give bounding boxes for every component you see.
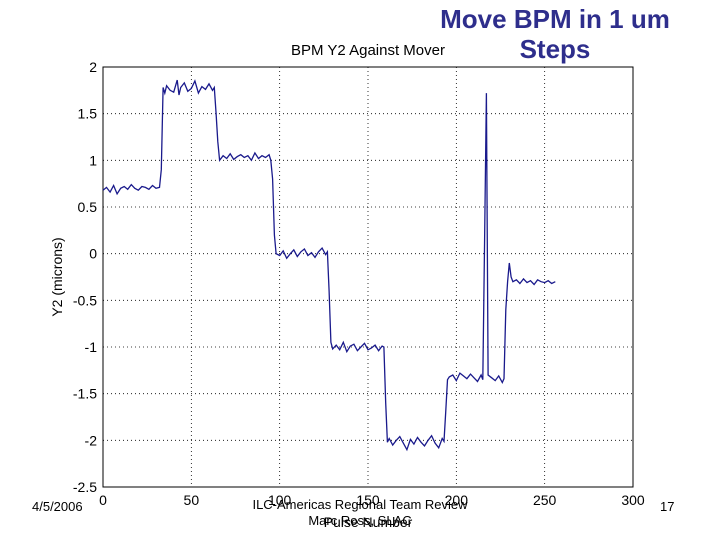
x-tick-label: 50 [184, 492, 200, 508]
slide-title: Move BPM in 1 um Steps [440, 4, 670, 64]
ticks: 0 50 100 150 200 250 300 2 1.5 1 0.5 0 -0.5 -1 -1.5 -2 -… [73, 59, 645, 508]
y-tick-label: 0 [89, 246, 97, 262]
y-tick-label: 2 [89, 59, 97, 75]
y-tick-label: 1 [89, 152, 97, 168]
y-tick-label: -1 [85, 339, 98, 355]
x-tick-label: 0 [99, 492, 107, 508]
footer-page-number: 17 [660, 499, 675, 514]
x-tick-label: 250 [533, 492, 557, 508]
y-tick-label: -2.5 [73, 479, 97, 495]
series-line [102, 79, 556, 452]
y-tick-label: 1.5 [78, 106, 98, 122]
x-tick-label: 150 [356, 492, 380, 508]
x-tick-label: 200 [445, 492, 469, 508]
plot-area [102, 66, 634, 488]
y-axis-title: Y2 (microns) [49, 237, 65, 316]
y-tick-label: -2 [85, 432, 98, 448]
grid [103, 67, 633, 487]
y-tick-label: 0.5 [78, 199, 98, 215]
x-tick-label: 100 [268, 492, 292, 508]
x-tick-label: 300 [621, 492, 645, 508]
chart-title: BPM Y2 Against Mover [291, 42, 445, 59]
y-tick-label: -0.5 [73, 292, 97, 308]
x-axis-title: Pulse Number [324, 514, 413, 530]
footer-date: 4/5/2006 [32, 499, 83, 514]
y-tick-label: -1.5 [73, 386, 97, 402]
footer-event: ILC-Americas Regional Team Review [252, 497, 468, 512]
footer-author: Marc Ross, SLAC [308, 513, 412, 528]
